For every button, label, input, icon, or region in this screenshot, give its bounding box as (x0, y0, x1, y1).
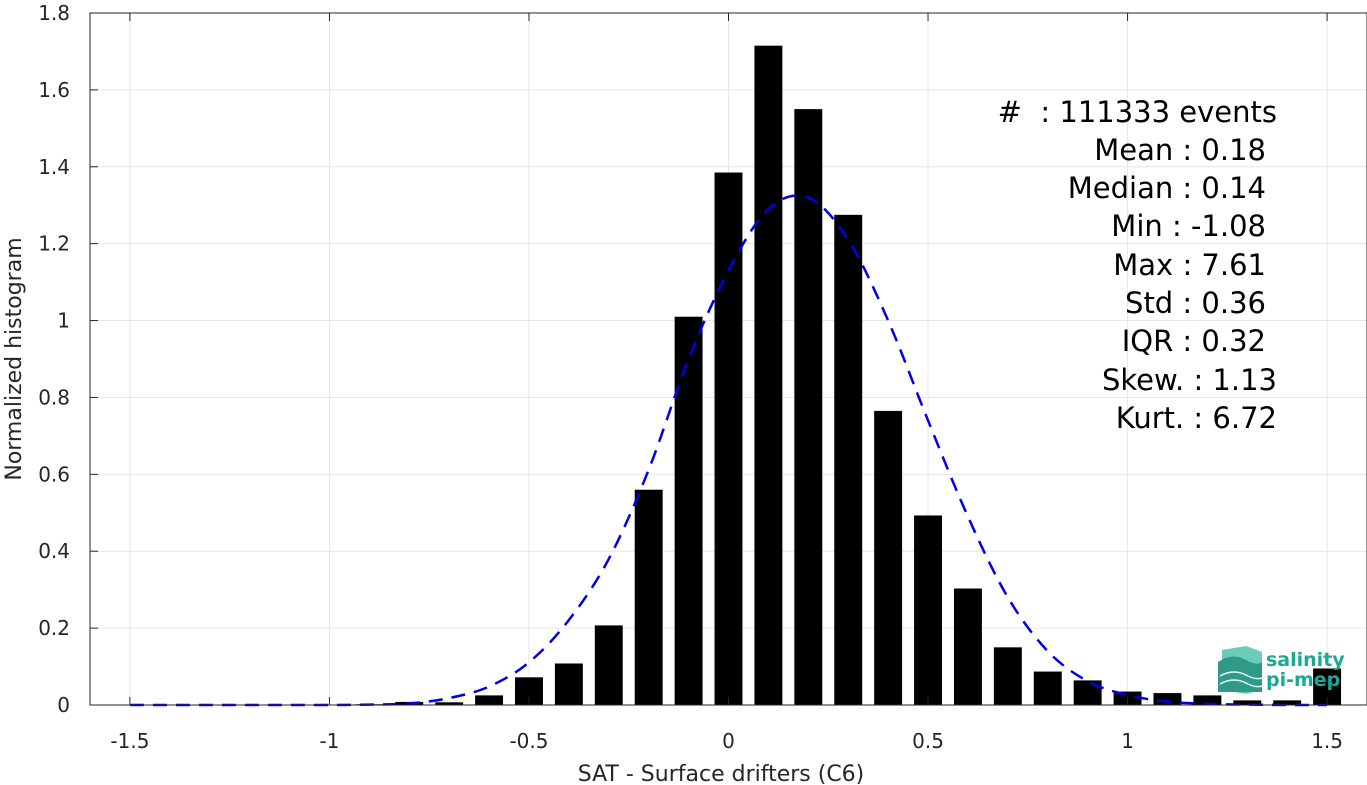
stat-kurt: Kurt. : 6.72 (1116, 401, 1277, 435)
x-tick-label: 0.5 (912, 729, 944, 753)
histogram-bar (874, 410, 903, 705)
logo-text-salinity: salinity (1266, 649, 1345, 671)
x-axis-ticks: -1.5 -1 -0.5 0 0.5 1 1.5 (110, 13, 1343, 753)
histogram-bar (1193, 695, 1222, 705)
histogram-bar (754, 45, 783, 705)
histogram-bar (475, 695, 504, 705)
y-tick-label: 0.2 (38, 616, 70, 640)
x-tick-label: 1.5 (1311, 729, 1343, 753)
y-tick-label: 1.8 (38, 1, 70, 25)
histogram-bar (594, 625, 623, 705)
histogram-bar (914, 515, 942, 705)
y-tick-label: 1.6 (38, 78, 70, 102)
x-tick-label: -1.5 (110, 729, 149, 753)
stat-mean: Mean : 0.18 (1094, 133, 1266, 167)
y-tick-label: 1 (57, 309, 70, 333)
y-tick-label: 1.4 (38, 155, 70, 179)
y-tick-label: 1.2 (38, 232, 70, 256)
logo-text-pi-mep: pi-mep (1266, 669, 1340, 691)
wave-logo-icon (1218, 646, 1263, 694)
histogram-bar (834, 214, 863, 706)
histogram-bar (993, 647, 1022, 705)
x-tick-label: -0.5 (509, 729, 548, 753)
stat-iqr: IQR : 0.32 (1122, 324, 1266, 358)
histogram-bar (634, 489, 663, 705)
stat-skew: Skew. : 1.13 (1102, 363, 1277, 397)
y-tick-label: 0.8 (38, 385, 70, 409)
x-tick-label: -1 (319, 729, 339, 753)
histogram-bar (714, 172, 743, 706)
y-axis-label: Normalized histogram (2, 237, 27, 480)
y-axis-ticks: 0 0.2 0.4 0.6 0.8 1 1.2 1.4 1.6 1.8 (38, 1, 98, 717)
histogram-bar (1273, 700, 1302, 705)
histogram-bar (1233, 700, 1262, 705)
stat-max: Max : 7.61 (1113, 248, 1266, 282)
y-tick-label: 0.4 (38, 539, 70, 563)
histogram-bar (435, 702, 464, 705)
x-tick-label: 0 (722, 729, 735, 753)
histogram-bar (554, 663, 583, 705)
y-tick-label: 0.6 (38, 462, 70, 486)
stat-min: Min : -1.08 (1111, 209, 1266, 243)
histogram-bar (1033, 671, 1062, 705)
stat-median: Median : 0.14 (1068, 171, 1266, 205)
x-axis-label: SAT - Surface drifters (C6) (578, 762, 865, 785)
y-tick-label: 0 (57, 693, 70, 717)
stat-events: # : 111333 events (998, 95, 1277, 129)
x-tick-label: 1 (1121, 729, 1134, 753)
histogram-bar (794, 109, 823, 706)
histogram-bar (953, 588, 982, 705)
salinity-pi-mep-logo: salinity pi-mep (1218, 646, 1345, 694)
histogram-bar (674, 316, 703, 705)
histogram-bar (1153, 693, 1182, 705)
statistics-box: # : 111333 events Mean : 0.18 Median : 0… (998, 95, 1277, 435)
stat-std: Std : 0.36 (1125, 286, 1266, 320)
histogram-bar (1073, 680, 1102, 705)
histogram-bars (355, 45, 1342, 706)
